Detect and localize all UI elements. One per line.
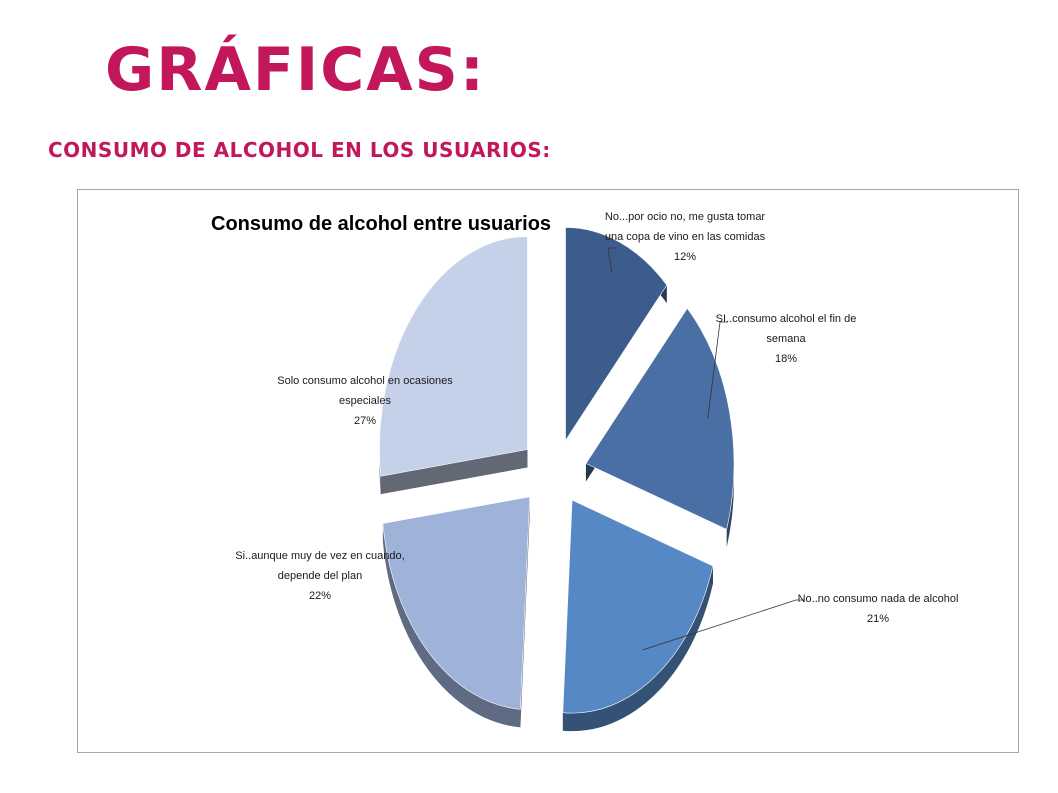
slice-value-label-3: 22% [309, 590, 331, 602]
slice-labels: No...por ocio no, me gusta tomar una copa… [235, 211, 958, 625]
leader-line-2 [642, 599, 804, 651]
slice-value-label-2: 21% [867, 613, 889, 625]
pie-slice-side-3 [382, 523, 521, 728]
pie-slice-2 [562, 499, 714, 714]
pie-slice-wall-4 [380, 449, 528, 495]
page-title: GRÁFICAS: [105, 35, 486, 105]
slice-label-1-0: SI..consumo alcohol el fin de [716, 313, 857, 325]
pie-slice-0 [565, 227, 668, 442]
slice-label-0-0: No...por ocio no, me gusta tomar [605, 211, 766, 223]
slice-label-3-0: Si..aunque muy de vez en cuando, [235, 550, 404, 562]
slice-value-label-4: 27% [354, 415, 376, 427]
leader-line-1 [707, 321, 728, 419]
leader-lines [607, 247, 804, 651]
pie-top-layer [379, 227, 735, 714]
slice-value-label-0: 12% [674, 251, 696, 263]
slice-label-3-1: depende del plan [278, 570, 362, 582]
chart-frame: Consumo de alcohol entre usuarios No...p… [77, 189, 1019, 753]
slice-value-label-1: 18% [775, 353, 797, 365]
pie-slice-3 [382, 496, 531, 710]
slice-label-4-0: Solo consumo alcohol en ocasiones [277, 375, 453, 387]
leader-line-0 [607, 247, 616, 273]
slice-label-0-1: una copa de vino en las comidas [605, 231, 766, 243]
slice-label-2-0: No..no consumo nada de alcohol [798, 593, 959, 605]
slice-label-4-1: especiales [339, 395, 391, 407]
slice-label-1-1: semana [766, 333, 806, 345]
page-subtitle: CONSUMO DE ALCOHOL EN LOS USUARIOS: [48, 138, 551, 162]
pie-chart: Consumo de alcohol entre usuarios No...p… [211, 211, 958, 732]
pie-slice-1 [585, 307, 735, 530]
pie-slice-side-2 [562, 565, 713, 732]
chart-title: Consumo de alcohol entre usuarios [211, 213, 551, 235]
pie-slice-4 [379, 236, 528, 477]
